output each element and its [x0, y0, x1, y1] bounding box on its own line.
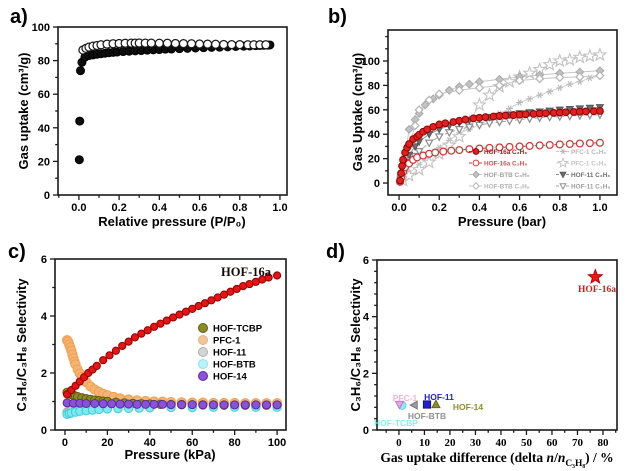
svg-text:60: 60: [546, 437, 558, 449]
svg-text:1.0: 1.0: [592, 202, 607, 214]
svg-text:HOF-16a: HOF-16a: [221, 265, 272, 279]
svg-text:PFC-1 C₃H₈: PFC-1 C₃H₈: [571, 160, 606, 167]
panel-a-label: a): [10, 6, 28, 28]
panel-d-chart: 0 10 20 30 40 50 60 70 80 0 2 4 6 Gas uptake differen…: [348, 255, 618, 469]
svg-text:HOF-14: HOF-14: [213, 371, 248, 382]
svg-text:HOF-TCBP: HOF-TCBP: [374, 418, 418, 428]
panel-a-chart: 0.0 0.2 0.4 0.6 0.8 1.0 0 20 40 60 80 100 Relative p…: [16, 22, 288, 229]
svg-text:C₃H₆/C₃H₈ Selectivity: C₃H₆/C₃H₈ Selectivity: [14, 278, 29, 412]
svg-text:4: 4: [41, 311, 48, 323]
svg-text:40: 40: [368, 129, 380, 141]
svg-text:100: 100: [32, 22, 50, 34]
svg-text:0.8: 0.8: [552, 202, 567, 214]
svg-text:70: 70: [572, 437, 584, 449]
svg-text:PFC-1: PFC-1: [393, 393, 418, 403]
svg-text:60: 60: [38, 89, 50, 101]
svg-text:100: 100: [268, 437, 286, 449]
panel-b-label: b): [328, 6, 347, 28]
svg-text:60: 60: [186, 437, 198, 449]
svg-text:80: 80: [597, 437, 609, 449]
panel-a: 0.0 0.2 0.4 0.6 0.8 1.0 0 20 40 60 80 100 Relative p…: [0, 0, 320, 235]
svg-text:10: 10: [419, 437, 431, 449]
svg-text:80: 80: [368, 80, 380, 92]
svg-text:HOF-BTB: HOF-BTB: [213, 359, 256, 370]
svg-text:0.0: 0.0: [71, 202, 86, 214]
panel-c: 0 20 40 60 80 100 0 2 4 6 Pressure (kPa) C₃H₆/C₃H₈ …: [0, 235, 320, 471]
svg-text:20: 20: [368, 154, 380, 166]
svg-text:HOF-11: HOF-11: [424, 392, 454, 402]
svg-text:40: 40: [144, 437, 156, 449]
svg-text:2: 2: [41, 368, 47, 380]
svg-text:50: 50: [521, 437, 533, 449]
svg-text:60: 60: [368, 105, 380, 117]
svg-text:Gas Uptake (cm³/g): Gas Uptake (cm³/g): [350, 53, 365, 171]
svg-text:HOF-BTB: HOF-BTB: [408, 411, 446, 421]
svg-text:Gas uptake (cm³/g): Gas uptake (cm³/g): [16, 52, 31, 169]
svg-text:0.2: 0.2: [432, 202, 447, 214]
svg-text:HOF-BTB C₃H₈: HOF-BTB C₃H₈: [484, 183, 530, 190]
svg-text:0.4: 0.4: [152, 202, 168, 214]
svg-text:6: 6: [41, 254, 47, 266]
svg-text:HOF-16a C₃H₆: HOF-16a C₃H₆: [484, 149, 527, 156]
svg-text:80: 80: [38, 56, 50, 68]
svg-text:HOF-TCBP: HOF-TCBP: [213, 323, 263, 334]
svg-text:HOF-16a C₃H₈: HOF-16a C₃H₈: [484, 160, 527, 167]
svg-text:20: 20: [38, 156, 50, 168]
panel-d: 0 10 20 30 40 50 60 70 80 0 2 4 6 Gas uptake differen…: [320, 235, 641, 471]
panel-b: 0.0 0.2 0.4 0.6 0.8 1.0 0 20 40 60 80 100 Pressure (…: [320, 0, 641, 235]
svg-text:0: 0: [396, 437, 402, 449]
svg-text:HOF-11: HOF-11: [213, 347, 247, 358]
svg-text:0: 0: [41, 425, 47, 437]
svg-text:40: 40: [495, 437, 507, 449]
svg-text:Gas uptake difference (delta n: Gas uptake difference (delta n/nC₃H₈) / …: [380, 450, 613, 469]
svg-text:HOF-11 C₃H₆: HOF-11 C₃H₆: [571, 172, 610, 179]
svg-text:0: 0: [374, 178, 380, 190]
svg-text:0.2: 0.2: [111, 202, 126, 214]
svg-text:0: 0: [62, 437, 68, 449]
svg-text:40: 40: [38, 123, 50, 135]
svg-text:1.0: 1.0: [272, 202, 287, 214]
svg-text:20: 20: [444, 437, 456, 449]
panel-c-chart: 0 20 40 60 80 100 0 2 4 6 Pressure (kPa) C₃H₆/C₃H₈ …: [14, 254, 287, 462]
svg-text:0.6: 0.6: [192, 202, 207, 214]
svg-text:4: 4: [363, 312, 370, 324]
svg-text:HOF-BTB C₃H₆: HOF-BTB C₃H₆: [484, 172, 530, 179]
svg-text:Pressure (bar): Pressure (bar): [458, 214, 546, 229]
panel-b-chart: 0.0 0.2 0.4 0.6 0.8 1.0 0 20 40 60 80 100 Pressure (…: [350, 29, 618, 229]
panel-d-label: d): [326, 241, 345, 263]
svg-text:0.6: 0.6: [512, 202, 527, 214]
svg-text:0.8: 0.8: [232, 202, 247, 214]
svg-text:80: 80: [229, 437, 241, 449]
svg-text:C₃H₆/C₃H₈ Selectivity: C₃H₆/C₃H₈ Selectivity: [348, 278, 363, 412]
svg-text:PFC-1 C₃H₆: PFC-1 C₃H₆: [571, 149, 606, 156]
svg-text:6: 6: [363, 255, 369, 267]
svg-text:30: 30: [470, 437, 482, 449]
svg-text:0.0: 0.0: [391, 202, 406, 214]
panel-c-label: c): [8, 241, 26, 263]
svg-text:HOF-11 C₃H₈: HOF-11 C₃H₈: [571, 183, 610, 190]
svg-text:PFC-1: PFC-1: [213, 335, 241, 346]
svg-text:HOF-14: HOF-14: [453, 402, 484, 412]
svg-text:0: 0: [44, 190, 50, 202]
svg-text:Pressure (kPa): Pressure (kPa): [124, 447, 215, 462]
svg-text:0: 0: [363, 425, 369, 437]
svg-text:HOF-16a: HOF-16a: [578, 285, 616, 295]
svg-text:100: 100: [362, 56, 380, 68]
svg-text:2: 2: [363, 368, 369, 380]
svg-text:0.4: 0.4: [472, 202, 488, 214]
svg-text:Relative pressure (P/P₀): Relative pressure (P/P₀): [98, 214, 245, 229]
svg-text:20: 20: [101, 437, 113, 449]
